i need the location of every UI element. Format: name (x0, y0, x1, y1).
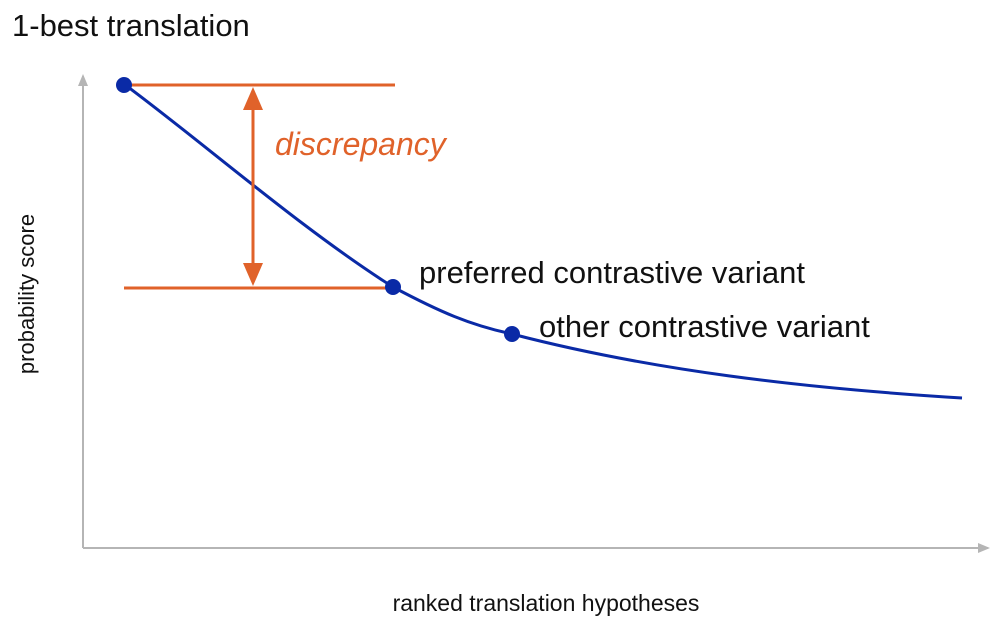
title: 1-best translation (12, 8, 250, 43)
y-axis-label: probability score (14, 214, 39, 374)
best-point (116, 77, 132, 93)
x-axis-label: ranked translation hypotheses (393, 590, 700, 616)
preferred-point (385, 279, 401, 295)
discrepancy-label: discrepancy (275, 126, 448, 162)
arrow-head-down (243, 263, 263, 286)
score-curve (123, 82, 963, 400)
other-point (504, 326, 520, 342)
preferred-label: preferred contrastive variant (419, 255, 805, 290)
other-label: other contrastive variant (539, 309, 870, 344)
arrow-head-up (243, 87, 263, 110)
